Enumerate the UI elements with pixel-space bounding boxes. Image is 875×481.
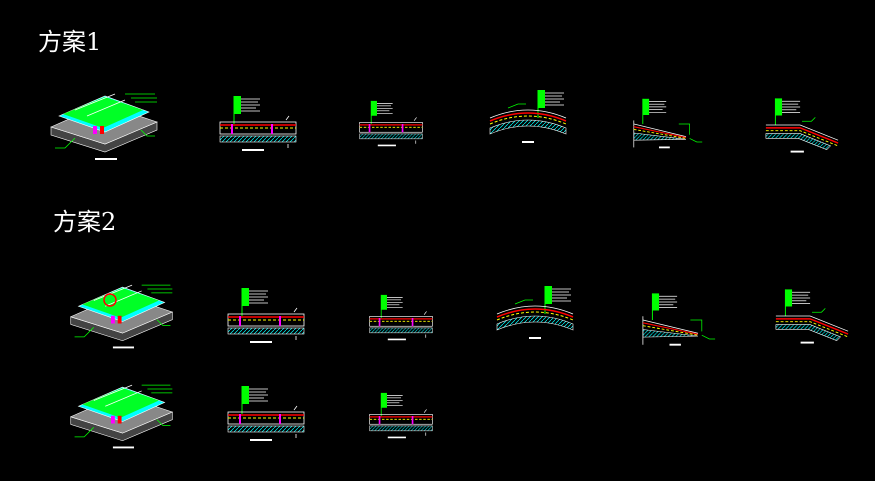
section-detail	[228, 288, 304, 342]
scheme-title: 方案1	[38, 28, 101, 56]
section-detail	[766, 98, 838, 151]
section-detail	[776, 289, 848, 342]
section-detail	[490, 90, 566, 142]
section-detail	[220, 96, 296, 150]
section-detail	[228, 386, 304, 440]
section-detail	[370, 295, 433, 340]
iso-detail	[69, 384, 174, 449]
section-detail	[370, 393, 433, 438]
iso-detail	[69, 284, 174, 349]
section-detail	[634, 99, 702, 148]
drain-marker	[103, 293, 117, 307]
section-detail	[643, 293, 715, 344]
scheme-2-drawings	[69, 284, 848, 449]
scheme-1-drawings	[50, 90, 838, 160]
section-detail	[360, 101, 423, 146]
scheme-title: 方案2	[53, 208, 116, 236]
iso-detail	[50, 93, 158, 160]
section-detail	[497, 286, 573, 338]
